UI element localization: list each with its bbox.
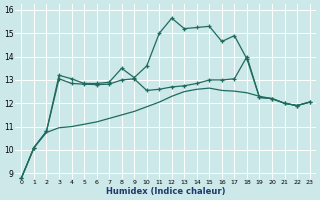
X-axis label: Humidex (Indice chaleur): Humidex (Indice chaleur)	[106, 187, 225, 196]
